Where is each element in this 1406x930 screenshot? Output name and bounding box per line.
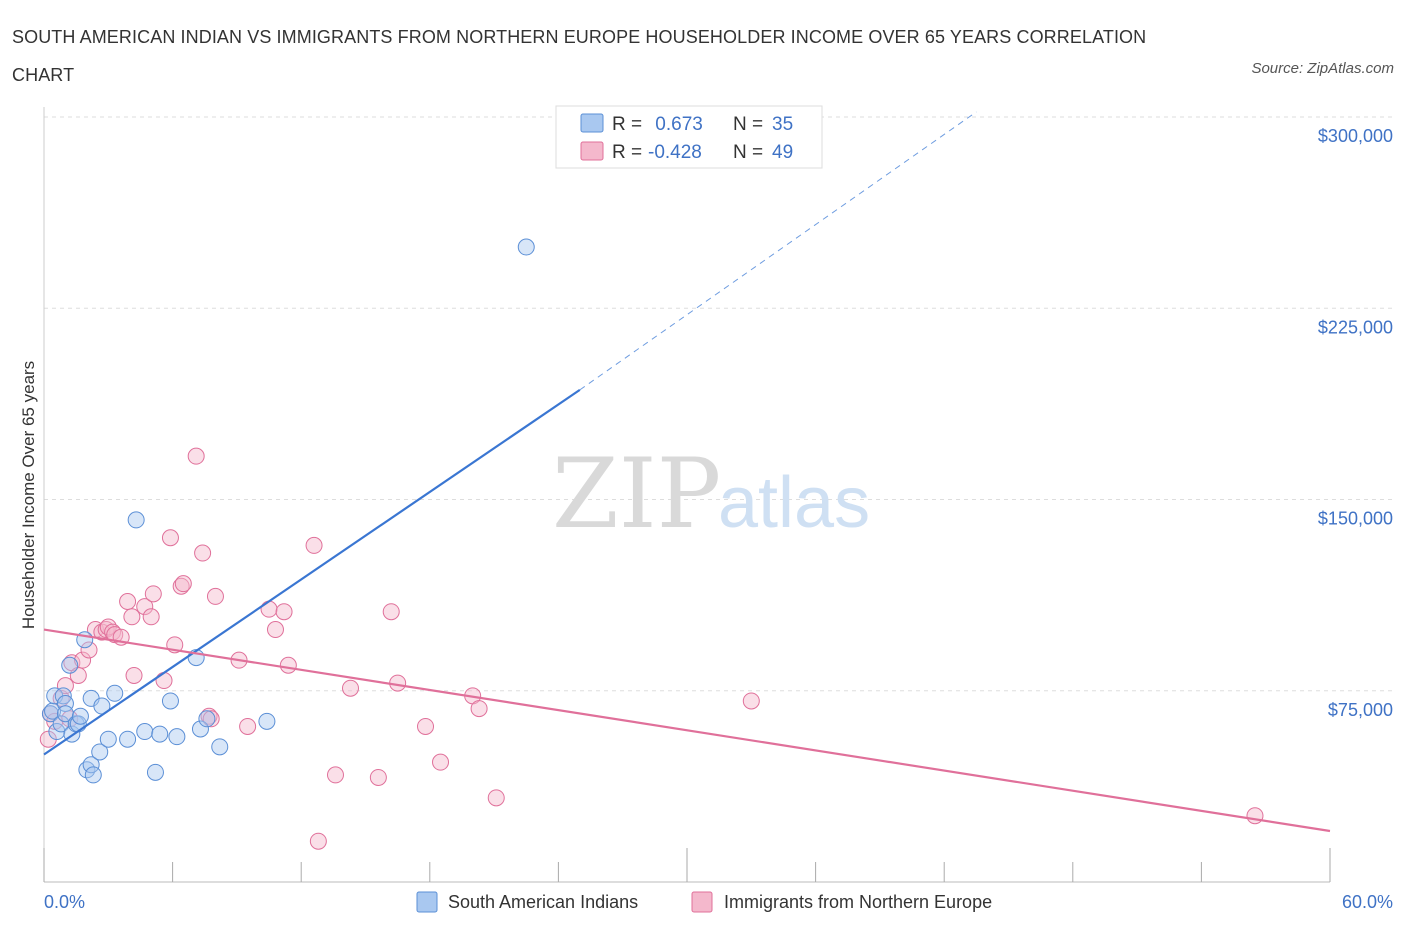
data-point xyxy=(123,608,141,626)
legend-r-value-pink: -0.428 xyxy=(648,142,702,163)
data-point xyxy=(161,529,179,547)
legend-n-value-pink: 49 xyxy=(772,142,793,163)
data-point xyxy=(82,756,100,774)
data-point xyxy=(146,763,164,781)
legend-swatch-blue xyxy=(580,113,604,133)
data-point xyxy=(202,710,220,728)
data-point xyxy=(119,593,137,610)
legend-swatch-pink xyxy=(580,141,604,161)
bottom-legend-label-pink: Immigrants from Northern Europe xyxy=(724,892,992,912)
data-point xyxy=(56,677,74,695)
data-point xyxy=(161,692,179,710)
chart-title: SOUTH AMERICAN INDIAN VS IMMIGRANTS FROM… xyxy=(12,27,1147,85)
data-point xyxy=(119,730,137,748)
legend-r-label-pink: R = xyxy=(612,142,642,163)
axes xyxy=(43,107,1331,883)
trend-line-blue xyxy=(43,388,581,756)
trend-line-pink xyxy=(43,628,1331,833)
data-point xyxy=(41,705,59,723)
watermark-atlas: atlas xyxy=(718,463,870,543)
data-point xyxy=(48,723,66,741)
data-point xyxy=(198,710,216,728)
legend-r-value-blue: 0.673 xyxy=(650,114,703,135)
series-south-american-indians xyxy=(41,238,535,784)
trend-line-blue-extension xyxy=(579,111,977,391)
data-point xyxy=(260,600,278,618)
data-point xyxy=(61,656,79,674)
data-point xyxy=(517,238,535,256)
source-credit: Source: ZipAtlas.com xyxy=(1251,60,1394,77)
y-tick-label: $150,000 xyxy=(1318,509,1393,529)
data-point xyxy=(326,766,344,784)
x-tick-label-max: 60.0% xyxy=(1342,892,1393,912)
data-point xyxy=(56,695,74,712)
data-point xyxy=(155,672,173,690)
legend-n-label-blue: N = xyxy=(733,114,763,135)
data-point xyxy=(194,544,212,562)
data-point xyxy=(84,766,102,784)
trend-lines xyxy=(43,111,1331,833)
data-point xyxy=(144,585,162,603)
bottom-legend-label-blue: South American Indians xyxy=(448,892,638,912)
data-point xyxy=(80,641,98,659)
data-point xyxy=(187,447,205,465)
y-tick-labels: $75,000 $150,000 $225,000 $300,000 xyxy=(1318,126,1393,720)
data-point xyxy=(239,717,257,735)
y-axis-label: Householder Income Over 65 years xyxy=(19,361,38,629)
data-point xyxy=(258,712,276,730)
data-point xyxy=(99,730,117,748)
data-point xyxy=(432,753,450,771)
data-point xyxy=(742,692,760,710)
data-point xyxy=(106,684,124,702)
y-tick-label: $225,000 xyxy=(1318,317,1393,337)
data-point xyxy=(200,707,218,725)
data-point xyxy=(151,725,169,743)
legend-n-label-pink: N = xyxy=(733,142,763,163)
data-point xyxy=(74,651,92,669)
data-point xyxy=(309,832,327,850)
data-point xyxy=(206,587,224,605)
data-point xyxy=(136,723,154,741)
x-tick-label-min: 0.0% xyxy=(44,892,85,912)
data-point xyxy=(470,700,488,718)
grid xyxy=(44,116,1393,692)
data-point xyxy=(71,707,89,725)
data-point xyxy=(125,666,143,684)
data-point xyxy=(487,789,505,807)
data-point xyxy=(142,608,160,626)
data-point xyxy=(172,577,190,595)
data-point xyxy=(174,575,192,593)
data-point xyxy=(369,768,387,786)
data-point xyxy=(91,743,109,761)
data-point xyxy=(127,511,145,529)
data-point xyxy=(168,728,186,746)
legend-n-value-blue: 35 xyxy=(772,114,793,135)
data-point xyxy=(417,717,435,735)
y-tick-label: $75,000 xyxy=(1328,700,1393,720)
data-point xyxy=(305,536,323,554)
bottom-legend: South American Indians Immigrants from N… xyxy=(416,891,992,913)
data-point xyxy=(382,603,400,621)
data-point xyxy=(279,656,297,674)
data-point xyxy=(266,621,284,639)
legend-box: R = 0.673 N = 35 R = -0.428 N = 49 xyxy=(555,105,823,169)
data-point xyxy=(191,720,209,738)
data-point xyxy=(211,738,229,756)
watermark-zip: ZIP xyxy=(552,438,721,550)
data-point xyxy=(136,598,154,616)
y-tick-label: $300,000 xyxy=(1318,126,1393,146)
legend-r-label-blue: R = xyxy=(612,114,642,135)
data-point xyxy=(52,715,70,733)
data-point xyxy=(341,679,359,697)
bottom-legend-swatch-blue xyxy=(416,891,438,913)
data-point xyxy=(1246,807,1264,825)
data-point xyxy=(56,705,74,723)
bottom-legend-swatch-pink xyxy=(691,891,713,913)
data-point xyxy=(275,603,293,621)
